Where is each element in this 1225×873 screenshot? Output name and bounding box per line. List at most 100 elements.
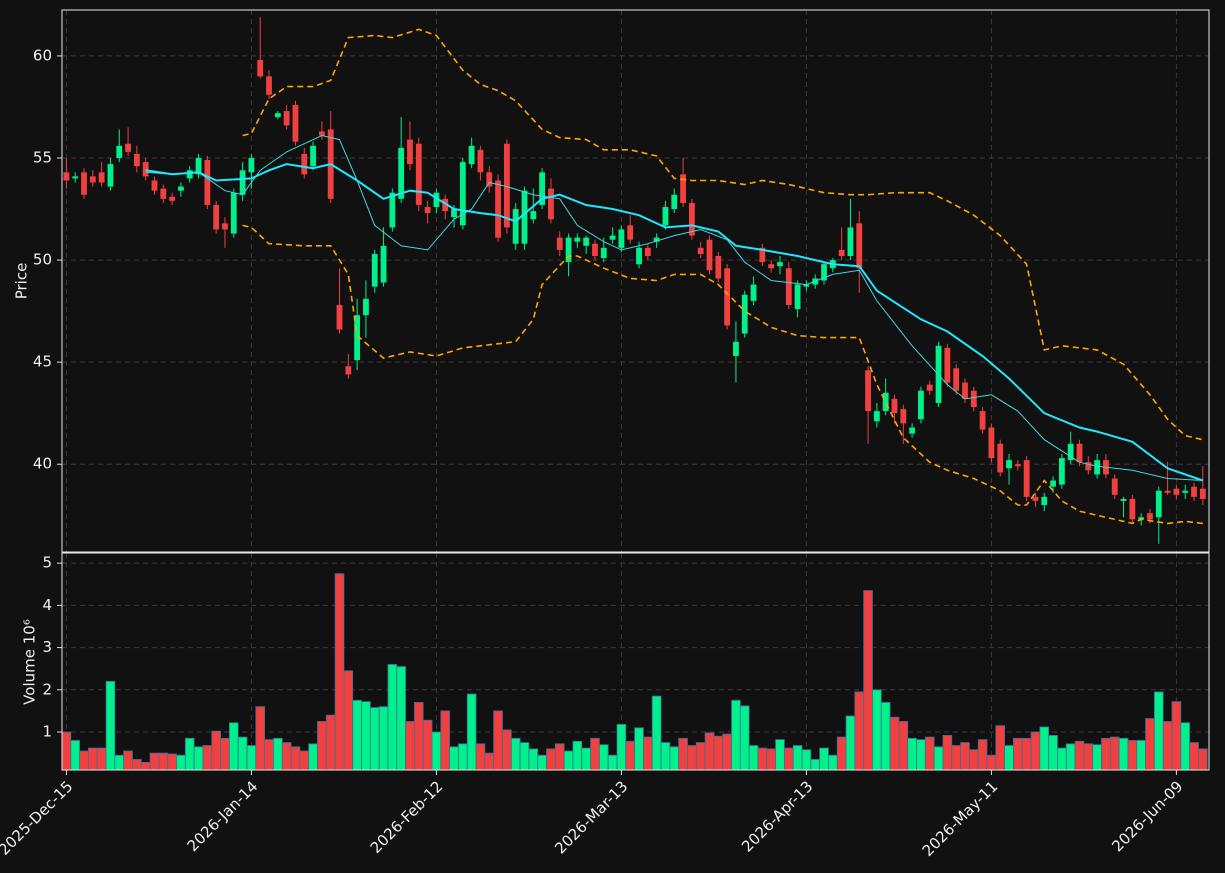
candle-body [407, 139, 413, 165]
candle-body [574, 237, 581, 242]
candle-body [459, 162, 466, 226]
candle-body [1085, 462, 1092, 471]
volume-bar [854, 691, 865, 771]
candle-body [715, 255, 722, 279]
volume-bar [687, 745, 697, 771]
volume-bar [1065, 743, 1076, 771]
candle-body [72, 176, 79, 179]
volume-bar [528, 748, 539, 771]
y-tick-label: 1 [42, 723, 52, 741]
volume-bar [149, 752, 160, 771]
volume-bar [246, 745, 257, 771]
volume-bar [554, 743, 565, 771]
candle-body [1199, 488, 1206, 499]
volume-frame [61, 552, 1210, 771]
candle-body [160, 188, 167, 199]
volume-bar [1180, 722, 1191, 771]
candle-body [1120, 498, 1127, 501]
volume-bar [369, 707, 380, 771]
volume-bar [916, 739, 926, 771]
candle-body [301, 153, 308, 175]
candle-body [151, 180, 158, 191]
candle-body [882, 392, 889, 412]
volume-bar [237, 736, 248, 771]
candle-body [988, 427, 995, 459]
y-tick-label: 5 [42, 554, 52, 572]
candle-body [257, 60, 264, 77]
candle-body [1076, 443, 1083, 463]
candle-body [1155, 490, 1162, 518]
volume-bar [502, 729, 512, 771]
volume-bar [863, 590, 873, 771]
candle-body [116, 145, 123, 159]
candle-body [821, 264, 827, 281]
candle-body [521, 190, 528, 244]
volume-bar [607, 754, 618, 771]
candle-body [609, 235, 616, 240]
volume-bar [202, 745, 213, 771]
candle-body [583, 237, 590, 246]
candle-body [495, 180, 501, 238]
volume-bar [228, 722, 239, 771]
volume-bar [61, 731, 72, 771]
candle-body [697, 247, 704, 254]
volume-bar [792, 745, 803, 771]
candle-body [900, 409, 907, 424]
candle-body [1023, 460, 1030, 497]
volume-bar [801, 749, 812, 771]
volume-bar [1101, 737, 1111, 771]
candle-body [318, 131, 325, 136]
candle-body [733, 341, 739, 357]
volume-bar [132, 759, 142, 771]
candle-body [777, 262, 783, 267]
volume-bar [70, 740, 81, 771]
volume-bar [96, 747, 107, 771]
volume-bar [819, 747, 829, 771]
candle-body [1191, 486, 1197, 497]
candle-body [918, 390, 924, 420]
volume-bar [290, 746, 301, 771]
candle-body [873, 411, 880, 422]
candle-body [962, 382, 968, 399]
candle-body [63, 172, 70, 181]
candle-body [142, 162, 149, 177]
candle-body [230, 192, 237, 234]
volume-bar [1127, 740, 1138, 771]
candle-body [424, 206, 431, 214]
volume-bar [757, 747, 768, 771]
candle-body [1138, 517, 1145, 520]
volume-bar [783, 747, 794, 771]
candle-body [1147, 513, 1153, 520]
candle-body [759, 247, 766, 263]
volume-bar [880, 702, 891, 771]
volume-bar [1118, 737, 1129, 771]
volume-bar [1189, 742, 1199, 771]
volume-bar [1145, 718, 1155, 771]
volume-bar [546, 748, 556, 771]
y-tick-label: 45 [33, 353, 52, 371]
volume-bar [968, 749, 979, 771]
volume-bar [449, 746, 459, 771]
volume-axis-label: Volume 10⁶ [21, 619, 39, 705]
candle-body [530, 211, 537, 220]
y-tick-label: 55 [33, 149, 52, 167]
volume-bar [140, 762, 151, 771]
candle-body [636, 247, 642, 265]
volume-bar [872, 689, 882, 771]
candle-body [178, 186, 184, 191]
volume-bar [713, 735, 724, 771]
candle-body [539, 172, 546, 205]
candle-body [565, 237, 572, 263]
volume-bar [466, 693, 477, 771]
candle-body [195, 158, 202, 175]
volume-bar [1092, 744, 1102, 771]
volume-bar [193, 746, 204, 771]
candle-body [724, 268, 731, 326]
volume-bar [281, 742, 292, 771]
volume-bar [995, 725, 1006, 771]
candle-body [204, 160, 211, 205]
volume-bar [264, 739, 274, 771]
volume-bar [634, 727, 644, 771]
overlay-line [145, 134, 1203, 481]
